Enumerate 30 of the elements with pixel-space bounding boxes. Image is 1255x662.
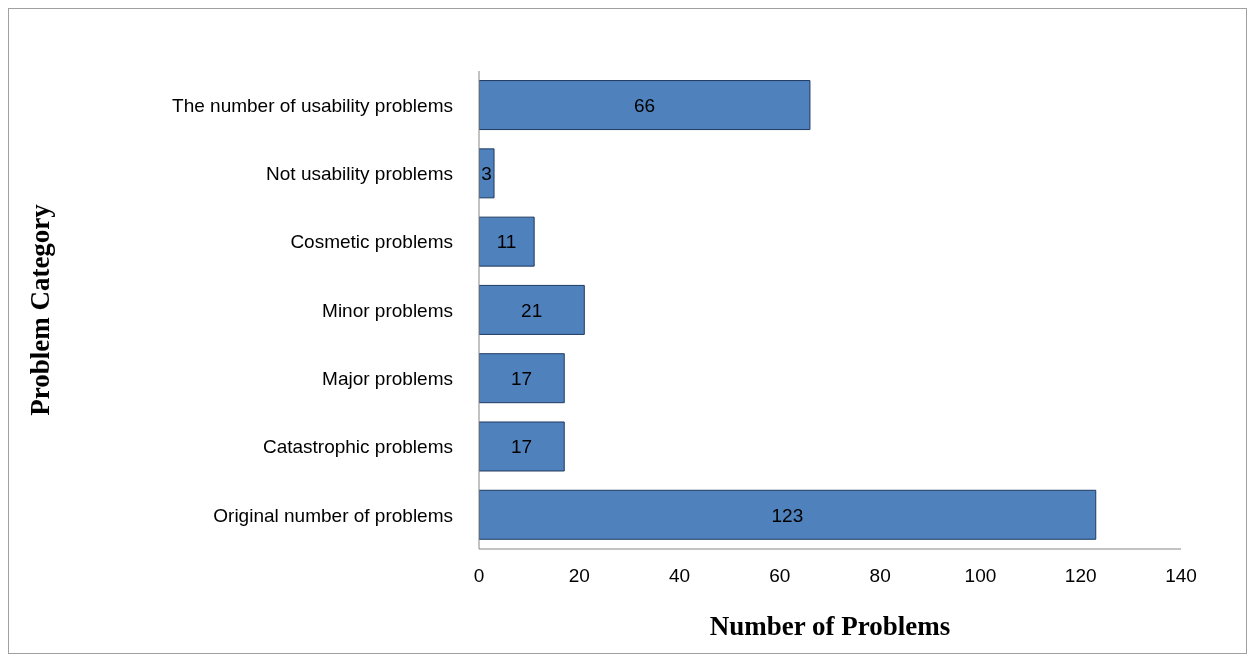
y-tick-label: Original number of problems bbox=[213, 504, 453, 526]
y-tick-label: Minor problems bbox=[322, 299, 453, 321]
bar bbox=[479, 489, 1097, 540]
data-label: 123 bbox=[771, 504, 804, 526]
data-label: 21 bbox=[521, 299, 543, 321]
data-label: 3 bbox=[481, 163, 492, 185]
x-tick-label: 0 bbox=[473, 565, 485, 587]
bar bbox=[479, 80, 811, 131]
x-tick-label: 40 bbox=[669, 565, 691, 587]
bar bbox=[479, 421, 565, 472]
y-tick-label: Catastrophic problems bbox=[262, 436, 453, 458]
bar bbox=[479, 216, 535, 267]
data-label: 17 bbox=[511, 367, 533, 389]
bar bbox=[479, 284, 585, 335]
x-tick-label: 120 bbox=[1064, 565, 1097, 587]
y-axis-title: Problem Category bbox=[24, 203, 55, 416]
x-tick-label: 140 bbox=[1165, 565, 1197, 587]
y-tick-label: The number of usability problems bbox=[172, 94, 453, 116]
x-tick-label: 60 bbox=[769, 565, 791, 587]
x-tick-label: 100 bbox=[964, 565, 997, 587]
y-tick-label: Cosmetic problems bbox=[290, 231, 453, 253]
data-label: 11 bbox=[496, 231, 517, 253]
data-label: 17 bbox=[511, 436, 533, 458]
bar bbox=[479, 353, 565, 404]
x-tick-label: 80 bbox=[869, 565, 891, 587]
y-tick-label: Major problems bbox=[322, 368, 453, 390]
x-axis-title: Number of Problems bbox=[709, 611, 951, 641]
y-tick-label: Not usability problems bbox=[266, 163, 453, 185]
data-label: 66 bbox=[633, 94, 656, 116]
x-tick-label: 20 bbox=[568, 565, 590, 587]
